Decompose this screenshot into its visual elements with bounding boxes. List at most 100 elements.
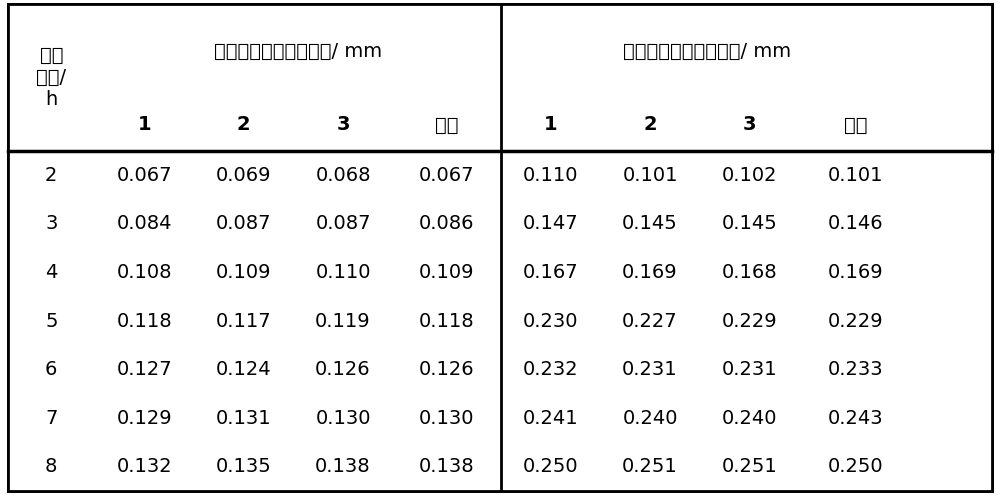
Text: 0.126: 0.126 bbox=[419, 360, 475, 379]
Text: 0.169: 0.169 bbox=[622, 263, 678, 282]
Bar bbox=[293, 248, 393, 297]
Text: 0.130: 0.130 bbox=[419, 409, 475, 428]
Bar bbox=[501, 394, 600, 443]
Text: 0.117: 0.117 bbox=[216, 311, 271, 331]
Bar bbox=[393, 297, 501, 346]
Text: 2: 2 bbox=[45, 166, 57, 185]
Bar bbox=[501, 199, 600, 248]
Text: 0.167: 0.167 bbox=[523, 263, 578, 282]
Bar bbox=[95, 346, 194, 394]
Text: 4: 4 bbox=[45, 263, 57, 282]
Bar bbox=[194, 346, 293, 394]
Bar bbox=[393, 394, 501, 443]
Bar bbox=[600, 297, 700, 346]
Bar bbox=[799, 199, 912, 248]
Bar bbox=[8, 199, 95, 248]
Text: 0.147: 0.147 bbox=[523, 214, 578, 234]
Text: 0.232: 0.232 bbox=[523, 360, 578, 379]
Bar bbox=[393, 199, 501, 248]
Text: 0.102: 0.102 bbox=[722, 166, 777, 185]
Bar bbox=[8, 248, 95, 297]
Text: 0.130: 0.130 bbox=[315, 409, 371, 428]
Bar bbox=[95, 394, 194, 443]
Text: 0.168: 0.168 bbox=[722, 263, 777, 282]
Bar bbox=[501, 443, 600, 491]
Text: 共渗
时间/
h: 共渗 时间/ h bbox=[36, 46, 66, 109]
Text: 0.126: 0.126 bbox=[315, 360, 371, 379]
Bar bbox=[95, 443, 194, 491]
Bar bbox=[293, 443, 393, 491]
Bar bbox=[293, 394, 393, 443]
Bar bbox=[194, 151, 293, 199]
Text: 0.230: 0.230 bbox=[523, 311, 578, 331]
Text: 加催渗剂时的渗层深度/ mm: 加催渗剂时的渗层深度/ mm bbox=[623, 42, 791, 61]
Bar bbox=[8, 346, 95, 394]
Bar bbox=[194, 394, 293, 443]
Bar bbox=[393, 151, 501, 199]
Text: 无催渗剂时的渗层深度/ mm: 无催渗剂时的渗层深度/ mm bbox=[214, 42, 382, 61]
Text: 0.169: 0.169 bbox=[828, 263, 884, 282]
Text: 0.145: 0.145 bbox=[622, 214, 678, 234]
Text: 0.146: 0.146 bbox=[828, 214, 884, 234]
Bar bbox=[393, 346, 501, 394]
Text: 0.241: 0.241 bbox=[523, 409, 578, 428]
Text: 3: 3 bbox=[336, 115, 350, 135]
Bar bbox=[95, 297, 194, 346]
Bar bbox=[501, 248, 600, 297]
Text: 3: 3 bbox=[45, 214, 57, 234]
Text: 0.135: 0.135 bbox=[216, 457, 272, 476]
Bar bbox=[600, 346, 700, 394]
Text: 0.240: 0.240 bbox=[722, 409, 777, 428]
Bar bbox=[799, 443, 912, 491]
Text: 0.231: 0.231 bbox=[622, 360, 678, 379]
Bar bbox=[700, 297, 799, 346]
Bar bbox=[600, 394, 700, 443]
Bar bbox=[293, 346, 393, 394]
Bar bbox=[293, 199, 393, 248]
Bar bbox=[600, 443, 700, 491]
Text: 0.119: 0.119 bbox=[315, 311, 371, 331]
Text: 0.250: 0.250 bbox=[523, 457, 578, 476]
Text: 0.132: 0.132 bbox=[116, 457, 172, 476]
Bar bbox=[799, 394, 912, 443]
Bar bbox=[8, 443, 95, 491]
Bar bbox=[700, 443, 799, 491]
Text: 7: 7 bbox=[45, 409, 57, 428]
Text: 3: 3 bbox=[743, 115, 756, 135]
Text: 0.108: 0.108 bbox=[117, 263, 172, 282]
Text: 0.127: 0.127 bbox=[116, 360, 172, 379]
Text: 0.109: 0.109 bbox=[419, 263, 475, 282]
Text: 0.067: 0.067 bbox=[117, 166, 172, 185]
Bar bbox=[95, 151, 194, 199]
Bar bbox=[799, 151, 912, 199]
Text: 0.067: 0.067 bbox=[419, 166, 475, 185]
Text: 0.109: 0.109 bbox=[216, 263, 271, 282]
Bar bbox=[8, 151, 95, 199]
Text: 0.086: 0.086 bbox=[419, 214, 475, 234]
Text: 0.231: 0.231 bbox=[722, 360, 777, 379]
Bar bbox=[95, 248, 194, 297]
Bar bbox=[194, 297, 293, 346]
Text: 平均: 平均 bbox=[435, 115, 459, 135]
Bar bbox=[194, 443, 293, 491]
Bar bbox=[8, 4, 95, 151]
Text: 0.087: 0.087 bbox=[216, 214, 271, 234]
Bar bbox=[501, 297, 600, 346]
Text: 0.069: 0.069 bbox=[216, 166, 271, 185]
Bar bbox=[700, 151, 799, 199]
Bar bbox=[799, 248, 912, 297]
Text: 0.110: 0.110 bbox=[523, 166, 578, 185]
Bar bbox=[799, 297, 912, 346]
Text: 8: 8 bbox=[45, 457, 57, 476]
Bar bbox=[799, 346, 912, 394]
Text: 1: 1 bbox=[544, 115, 557, 135]
Bar bbox=[293, 297, 393, 346]
Bar bbox=[393, 248, 501, 297]
Text: 0.243: 0.243 bbox=[828, 409, 884, 428]
Text: 0.138: 0.138 bbox=[419, 457, 475, 476]
Text: 0.129: 0.129 bbox=[116, 409, 172, 428]
Text: 0.233: 0.233 bbox=[828, 360, 884, 379]
Text: 0.131: 0.131 bbox=[216, 409, 271, 428]
Bar bbox=[700, 346, 799, 394]
Bar bbox=[600, 248, 700, 297]
